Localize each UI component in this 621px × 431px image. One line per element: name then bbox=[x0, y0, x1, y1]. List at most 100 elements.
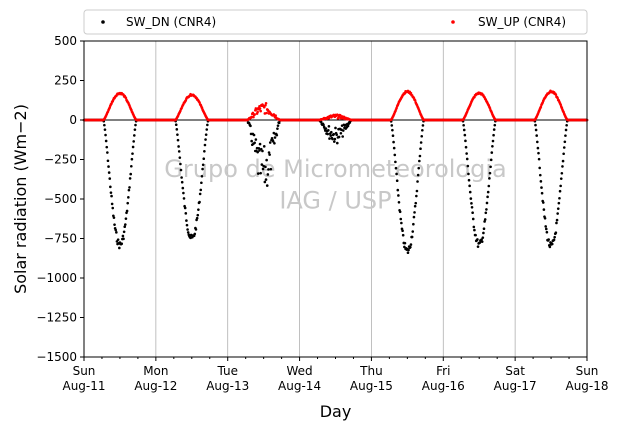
x-tick-label-date: Aug-14 bbox=[278, 379, 321, 393]
data-point bbox=[552, 238, 556, 242]
x-tick-label-date: Aug-17 bbox=[494, 379, 537, 393]
data-point bbox=[258, 107, 262, 110]
data-point bbox=[267, 151, 271, 154]
legend-frame bbox=[83, 9, 588, 35]
data-point bbox=[399, 217, 403, 221]
data-point bbox=[485, 208, 488, 211]
data-point bbox=[205, 128, 209, 131]
data-point bbox=[391, 128, 394, 132]
data-point bbox=[133, 128, 137, 131]
x-tick-label-date: Aug-15 bbox=[350, 379, 393, 393]
data-point bbox=[111, 206, 115, 210]
data-point bbox=[186, 228, 189, 231]
data-point bbox=[395, 172, 398, 176]
data-point bbox=[413, 99, 417, 102]
data-point bbox=[262, 145, 266, 148]
data-point bbox=[204, 138, 207, 141]
data-point bbox=[482, 231, 485, 235]
watermark-line-2: IAG / USP bbox=[279, 186, 391, 214]
data-point bbox=[469, 197, 473, 200]
data-point bbox=[174, 123, 178, 127]
x-tick-label-weekday: Fri bbox=[436, 364, 450, 378]
data-point bbox=[120, 242, 124, 246]
data-point bbox=[184, 212, 188, 215]
data-point bbox=[127, 196, 130, 199]
data-point bbox=[415, 189, 419, 193]
data-point bbox=[471, 217, 475, 221]
data-point bbox=[492, 128, 496, 131]
data-point bbox=[341, 129, 345, 132]
data-point bbox=[267, 168, 270, 171]
x-tick-label-weekday: Sun bbox=[73, 364, 96, 378]
data-point bbox=[486, 195, 489, 199]
data-point bbox=[275, 133, 279, 137]
data-point bbox=[412, 215, 416, 219]
data-point bbox=[194, 228, 198, 231]
data-point bbox=[471, 211, 474, 215]
data-point bbox=[561, 159, 565, 163]
x-tick-label-date: Aug-12 bbox=[134, 379, 177, 393]
data-point bbox=[400, 221, 403, 225]
data-point bbox=[491, 139, 495, 143]
data-point bbox=[116, 238, 120, 241]
data-point bbox=[467, 172, 470, 176]
data-point bbox=[472, 225, 476, 229]
y-tick-label: −250 bbox=[44, 153, 77, 167]
data-point bbox=[394, 160, 397, 164]
data-point bbox=[476, 245, 480, 248]
data-point bbox=[463, 133, 467, 137]
data-point bbox=[115, 231, 118, 234]
data-point bbox=[249, 124, 252, 128]
x-tick-label-date: Aug-11 bbox=[62, 379, 105, 393]
data-point bbox=[199, 188, 203, 192]
data-point bbox=[180, 180, 184, 184]
data-point bbox=[562, 146, 566, 149]
data-point bbox=[489, 158, 493, 162]
data-point bbox=[554, 93, 558, 96]
data-point bbox=[256, 172, 260, 175]
data-point bbox=[488, 171, 492, 175]
data-point bbox=[186, 231, 190, 234]
data-point bbox=[407, 248, 410, 252]
data-point bbox=[476, 238, 479, 241]
data-point bbox=[534, 123, 537, 127]
data-point bbox=[110, 202, 114, 206]
data-point bbox=[470, 202, 473, 205]
y-tick-label: −500 bbox=[44, 192, 77, 206]
y-tick-label: 500 bbox=[54, 34, 77, 48]
y-tick-label: 0 bbox=[69, 113, 77, 127]
data-point bbox=[273, 136, 277, 139]
data-point bbox=[462, 123, 465, 127]
data-point bbox=[542, 208, 546, 211]
watermark: Grupo de Micrometeorologia IAG / USP bbox=[164, 155, 506, 215]
data-point bbox=[559, 103, 562, 106]
watermark-line-1: Grupo de Micrometeorologia bbox=[164, 155, 506, 183]
data-point bbox=[265, 158, 268, 162]
data-point bbox=[413, 211, 416, 214]
data-point bbox=[127, 188, 131, 192]
data-point bbox=[556, 207, 560, 210]
data-point bbox=[268, 141, 272, 144]
data-point bbox=[123, 225, 127, 228]
data-point bbox=[256, 110, 259, 114]
data-point bbox=[419, 141, 423, 144]
data-point bbox=[181, 186, 185, 190]
data-point bbox=[480, 238, 483, 241]
data-point bbox=[201, 167, 204, 171]
data-point bbox=[329, 134, 333, 137]
data-point bbox=[394, 166, 398, 170]
data-point bbox=[397, 200, 401, 204]
grid-lines bbox=[155, 41, 516, 357]
data-point bbox=[252, 133, 256, 137]
data-point bbox=[266, 173, 270, 176]
data-point bbox=[258, 142, 262, 146]
data-point bbox=[258, 149, 261, 152]
data-point bbox=[410, 235, 414, 239]
data-point bbox=[107, 171, 111, 174]
data-point bbox=[175, 128, 179, 131]
data-point bbox=[336, 113, 339, 116]
data-point bbox=[565, 123, 568, 127]
data-point bbox=[106, 151, 109, 154]
data-point bbox=[564, 134, 567, 137]
data-point bbox=[179, 162, 182, 166]
